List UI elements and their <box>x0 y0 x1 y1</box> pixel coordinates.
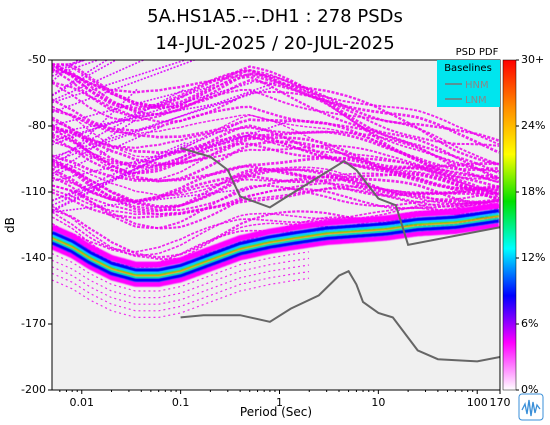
y-tick-label: -140 <box>21 251 46 264</box>
psd-trace <box>52 185 500 219</box>
hnm-line <box>180 147 500 246</box>
baseline-layer <box>180 147 500 363</box>
psd-trace <box>52 120 289 202</box>
psd-trace <box>52 60 80 83</box>
psd-trace <box>52 81 277 163</box>
psd-trace <box>52 163 499 208</box>
psd-trace <box>52 203 500 257</box>
psd-trace <box>52 176 500 230</box>
psd-trace <box>52 105 500 198</box>
psd-trace <box>52 88 185 161</box>
psd-mode-band <box>52 216 499 276</box>
psd-mode-band <box>52 222 500 287</box>
psd-trace <box>52 122 240 207</box>
psd-trace <box>52 65 500 166</box>
y-tick-label: -80 <box>28 119 46 132</box>
psd-trace <box>52 134 251 182</box>
psd-trace <box>52 60 118 97</box>
psd-trace <box>52 86 274 158</box>
psd-trace <box>52 118 137 176</box>
psd-mode-band <box>52 214 500 276</box>
psd-trace <box>52 182 500 216</box>
lnm-line <box>180 269 500 363</box>
psd-mode-band <box>52 217 500 279</box>
psd-density-layer <box>52 60 500 318</box>
psd-trace <box>52 60 89 70</box>
psd-trace <box>52 63 500 175</box>
x-axis: 0.01 0.1 1 10 100 170 <box>59 390 511 409</box>
y-tick-label: -170 <box>21 317 46 330</box>
colorbar-ticks: 30+ 24% 18% 12% 6% 0% <box>516 53 545 396</box>
logo-icon <box>518 393 544 421</box>
psd-mode-band <box>52 202 500 268</box>
colorbar-tick-label: 0% <box>521 383 538 396</box>
psd-trace <box>52 81 500 147</box>
psd-trace <box>52 207 499 253</box>
colorbar-tick-label: 30+ <box>521 53 544 66</box>
psd-trace <box>52 99 237 134</box>
psd-trace <box>52 63 500 154</box>
legend-title: Baselines <box>444 63 492 74</box>
colorbar <box>502 59 517 391</box>
colorbar-tick-label: 24% <box>521 119 545 132</box>
psd-trace <box>52 154 500 190</box>
colorbar-tick-label: 12% <box>521 251 545 264</box>
colorbar-title: PSD PDF <box>456 47 499 58</box>
legend: Baselines HNM LNM <box>437 60 500 107</box>
psd-trace <box>52 123 500 196</box>
x-tick-label: 0.01 <box>70 396 95 409</box>
psd-trace <box>52 98 500 184</box>
psd-trace <box>52 84 212 146</box>
x-tick-label: 10 <box>371 396 385 409</box>
x-tick-label: 100 <box>467 396 488 409</box>
psd-mode-band <box>52 208 500 273</box>
psd-mode-band <box>52 212 500 275</box>
plot-frame <box>51 59 501 391</box>
y-axis-label: dB <box>3 217 17 233</box>
chart-title: 5A.HS1A5.--.DH1 : 278 PSDs <box>147 6 403 27</box>
psd-trace <box>52 60 101 77</box>
psd-trace <box>52 87 196 127</box>
psd-mode-band <box>52 218 500 282</box>
psd-trace <box>52 125 163 177</box>
psd-trace <box>52 125 499 171</box>
x-tick-label: 1 <box>276 396 283 409</box>
psd-trace <box>52 60 109 96</box>
psd-trace <box>52 68 500 189</box>
legend-hnm-label: HNM <box>465 80 489 91</box>
x-tick-label: 170 <box>490 396 511 409</box>
y-tick-label: -50 <box>28 53 46 66</box>
y-tick-label: -110 <box>21 185 46 198</box>
y-tick-label: -200 <box>21 383 46 396</box>
psd-trace <box>52 187 500 216</box>
psd-trace <box>52 160 499 205</box>
psd-trace <box>52 141 188 202</box>
colorbar-tick-label: 6% <box>521 317 538 330</box>
y-axis: -50 -80 -110 -140 -170 -200 <box>21 53 52 396</box>
psd-trace <box>52 68 500 182</box>
legend-lnm-label: LNM <box>465 95 487 106</box>
psd-trace <box>52 63 500 179</box>
psd-trace <box>52 126 500 191</box>
x-tick-label: 0.1 <box>172 396 190 409</box>
psd-trace <box>52 140 499 180</box>
psd-trace <box>52 128 500 200</box>
psd-trace <box>52 155 162 211</box>
psd-trace <box>52 60 146 102</box>
psd-trace <box>52 167 499 208</box>
colorbar-tick-label: 18% <box>521 185 545 198</box>
x-axis-label: Period (Sec) <box>240 405 312 419</box>
psd-trace <box>52 138 198 213</box>
chart-subtitle: 14-JUL-2025 / 20-JUL-2025 <box>155 33 395 54</box>
